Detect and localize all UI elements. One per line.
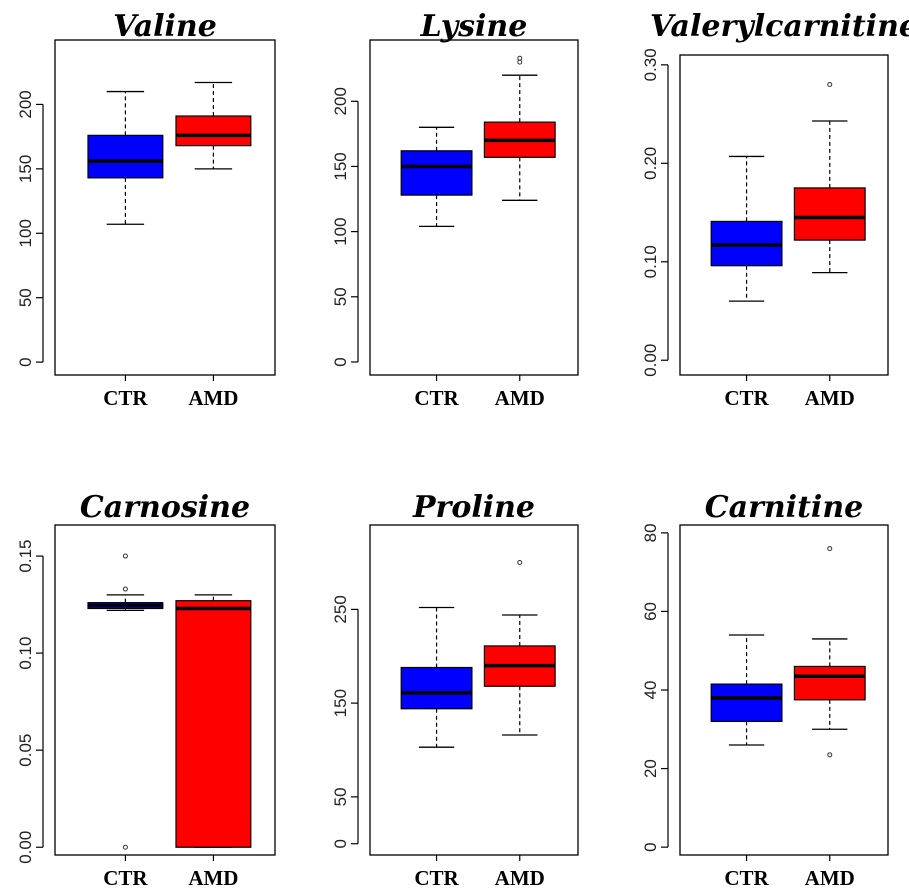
y-tick-label: 0.15	[16, 540, 35, 573]
panel-lysine: Lysine 0 50 100 150 200 CTR AMD	[331, 9, 578, 410]
outlier-point	[518, 56, 522, 60]
y-tick-label: 250	[331, 595, 350, 623]
x-tick-label: CTR	[414, 866, 459, 890]
plot-frame	[55, 40, 275, 375]
x-tick-label: AMD	[495, 386, 545, 410]
x-tick-label: AMD	[805, 866, 855, 890]
y-tick-label: 0.00	[641, 344, 660, 377]
outlier-point	[518, 60, 522, 64]
panel-valerylcarnitine: Valerylcarnitine 0.00 0.10 0.20 0.30 CTR AMD	[641, 9, 909, 410]
panel-carnitine: Carnitine 0 20 40 60 80 CTR AMD	[641, 490, 888, 890]
y-tick-label: 20	[641, 759, 660, 778]
panel-title: Carnitine	[705, 490, 863, 525]
y-tick-label: 200	[16, 90, 35, 118]
x-tick-label: CTR	[414, 386, 459, 410]
y-tick-label: 0.00	[16, 831, 35, 864]
box-amd	[794, 666, 865, 699]
box-ctr	[711, 684, 782, 721]
box-amd	[794, 188, 865, 240]
y-tick-label: 0.10	[641, 245, 660, 278]
x-tick-label: CTR	[103, 866, 148, 890]
y-tick-label: 0	[641, 842, 660, 851]
panel-title: Valine	[113, 9, 217, 44]
x-tick-label: CTR	[724, 386, 769, 410]
outlier-point	[123, 845, 127, 849]
panel-title: Proline	[412, 490, 535, 525]
panel-title: Carnosine	[80, 490, 250, 525]
x-tick-label: CTR	[724, 866, 769, 890]
outlier-point	[828, 547, 832, 551]
y-tick-label: 80	[641, 523, 660, 542]
box-ctr	[401, 668, 472, 709]
y-tick-label: 50	[331, 787, 350, 806]
y-tick-label: 0.10	[16, 637, 35, 670]
panel-title: Lysine	[420, 9, 528, 44]
outlier-point	[123, 587, 127, 591]
box-amd	[176, 116, 251, 146]
panel-title: Valerylcarnitine	[650, 9, 909, 44]
y-tick-label: 50	[331, 287, 350, 306]
y-tick-label: 40	[641, 681, 660, 700]
panel-carnosine: Carnosine 0.00 0.05 0.10 0.15 CTR AMD	[16, 490, 275, 890]
box-ctr	[88, 135, 163, 178]
plot-frame	[370, 40, 578, 375]
y-tick-label: 0	[331, 839, 350, 848]
y-tick-label: 100	[16, 219, 35, 247]
x-tick-label: AMD	[188, 866, 238, 890]
outlier-point	[518, 561, 522, 565]
x-tick-label: AMD	[805, 386, 855, 410]
outlier-point	[828, 83, 832, 87]
y-tick-label: 0.20	[641, 147, 660, 180]
x-tick-label: CTR	[103, 386, 148, 410]
y-tick-label: 60	[641, 602, 660, 621]
y-tick-label: 50	[16, 288, 35, 307]
y-tick-label: 0.30	[641, 48, 660, 81]
x-tick-label: AMD	[188, 386, 238, 410]
y-tick-label: 100	[331, 217, 350, 245]
panel-valine: Valine 0 50 100 150 200 CTR AMD	[16, 9, 275, 410]
y-tick-label: 150	[331, 152, 350, 180]
x-tick-label: AMD	[495, 866, 545, 890]
y-tick-label: 150	[16, 155, 35, 183]
y-tick-label: 200	[331, 87, 350, 115]
panel-proline: Proline 0 50 150 250 CTR AMD	[331, 490, 578, 890]
y-tick-label: 0	[16, 357, 35, 366]
y-tick-label: 0	[331, 357, 350, 366]
box-amd	[176, 601, 251, 848]
y-tick-label: 150	[331, 689, 350, 717]
y-tick-label: 0.05	[16, 734, 35, 767]
outlier-point	[123, 554, 127, 558]
box-ctr	[401, 151, 472, 195]
outlier-point	[828, 753, 832, 757]
